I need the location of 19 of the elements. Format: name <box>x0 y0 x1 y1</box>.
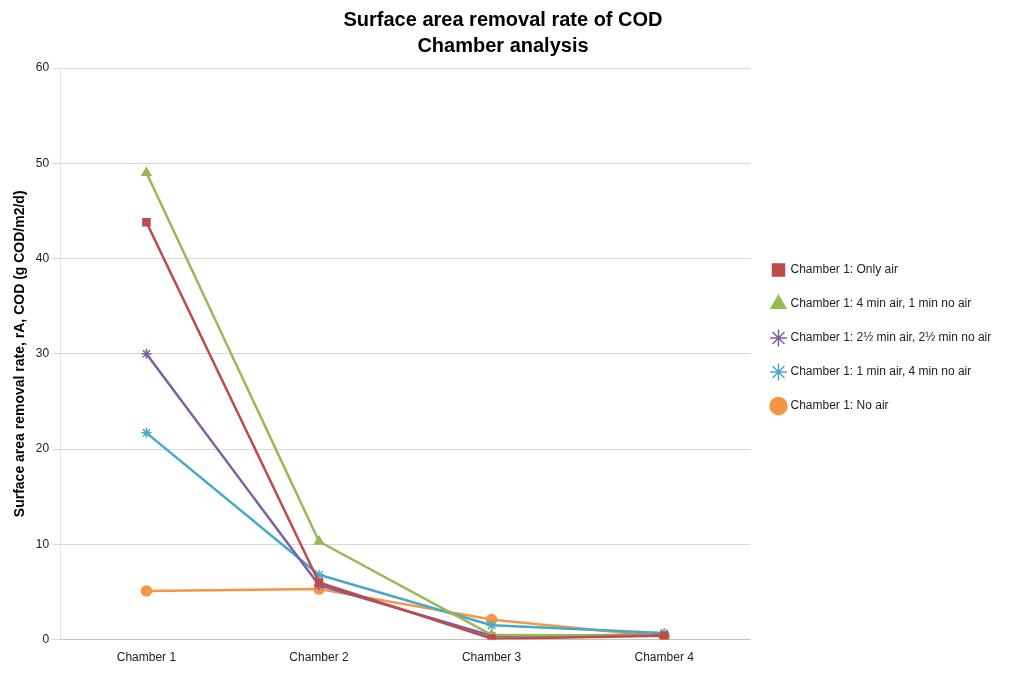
x-tick-label: Chamber 3 <box>461 650 522 665</box>
legend-label: Chamber 1: Only air <box>790 262 898 277</box>
x-tick-label: Chamber 2 <box>289 650 350 665</box>
x-tick-label: Chamber 4 <box>634 650 695 665</box>
legend-label: Chamber 1: 1 min air, 4 min no air <box>790 364 972 379</box>
y-axis-title: Surface area removal rate, rA, COD (g COD/m2/d) <box>11 190 28 518</box>
y-tick-label: 30 <box>35 346 50 361</box>
legend-label: Chamber 1: No air <box>790 398 889 413</box>
x-tick-label: Chamber 1 <box>116 650 177 665</box>
y-tick-label: 40 <box>35 250 50 265</box>
y-tick-label: 20 <box>35 441 50 456</box>
chart-subtitle: Chamber analysis <box>417 33 589 56</box>
y-tick-label: 10 <box>35 536 50 551</box>
y-tick-label: 60 <box>35 60 50 75</box>
legend-label: Chamber 1: 4 min air, 1 min no air <box>790 296 972 311</box>
chart-title: Surface area removal rate of COD <box>343 7 663 30</box>
y-tick-label: 0 <box>42 631 50 646</box>
legend-label: Chamber 1: 2½ min air, 2½ min no air <box>790 330 992 345</box>
y-tick-label: 50 <box>35 155 50 170</box>
